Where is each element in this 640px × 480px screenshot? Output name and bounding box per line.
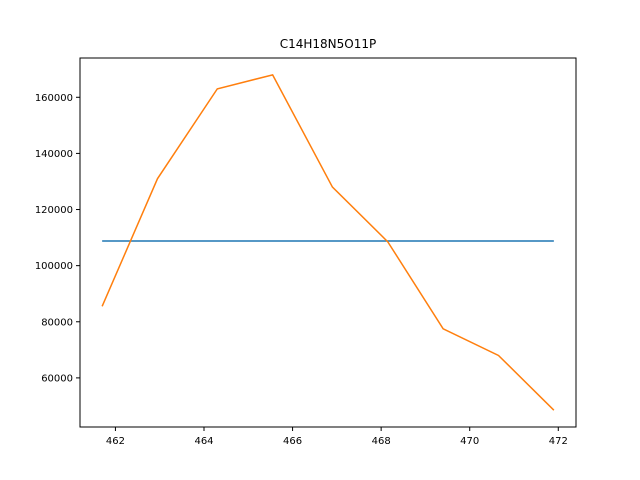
x-tick-label: 472: [549, 436, 568, 447]
y-tick-label: 140000: [35, 149, 73, 160]
x-tick-label: 464: [194, 436, 213, 447]
series-layer: [101, 73, 555, 411]
y-tick-label: 80000: [41, 317, 73, 328]
ticks-layer: 462 464 466 468 470 472 60000 80000 100000 120000…: [35, 93, 568, 447]
y-tick-label: 60000: [41, 373, 73, 384]
x-tick-label: 466: [283, 436, 302, 447]
x-tick-label: 468: [372, 436, 391, 447]
y-tick-label: 100000: [35, 261, 73, 272]
series-line-2: [101, 73, 555, 411]
x-tick-label: 470: [460, 436, 479, 447]
y-tick-label: 160000: [35, 93, 73, 104]
plot-frame: [79, 57, 577, 428]
x-tick-label: 462: [106, 436, 125, 447]
plot-area: [80, 58, 576, 427]
y-tick-label: 120000: [35, 205, 73, 216]
chart-title: C14H18N5O11P: [280, 37, 377, 51]
